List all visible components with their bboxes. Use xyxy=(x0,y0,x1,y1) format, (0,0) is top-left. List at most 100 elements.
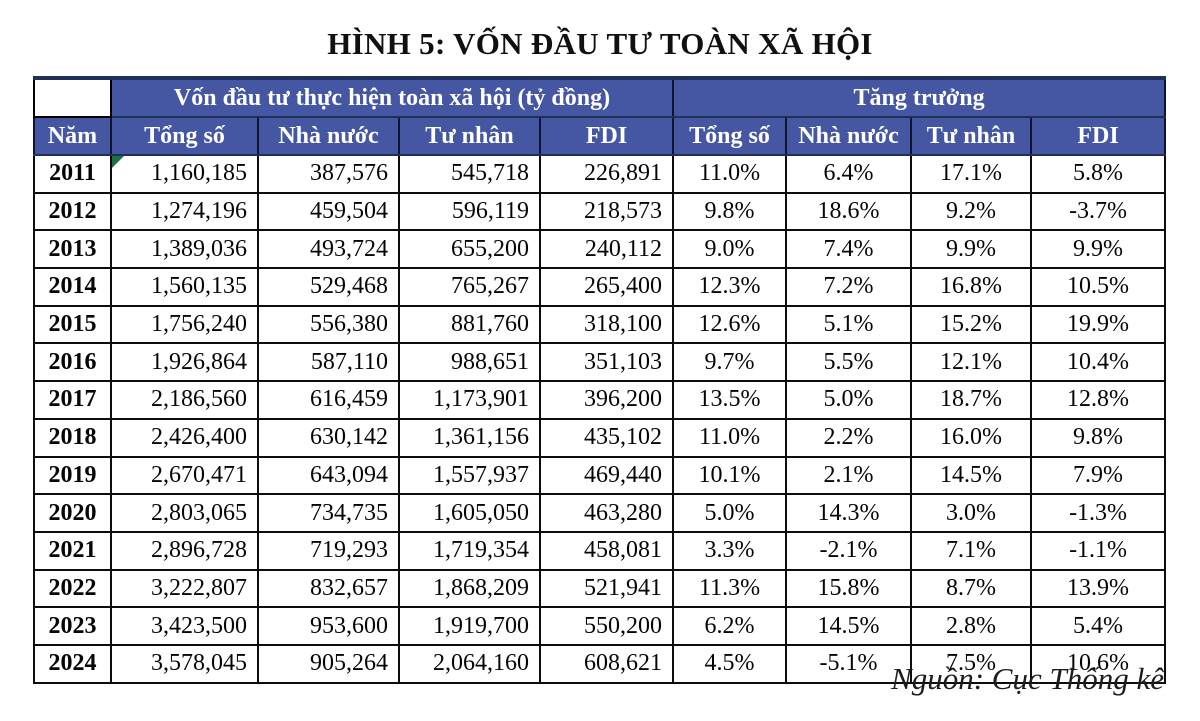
value-cell: 1,605,050 xyxy=(398,493,541,533)
growth-cell: -1.3% xyxy=(1030,493,1167,533)
year-cell: 2013 xyxy=(33,229,112,270)
value-cell: 265,400 xyxy=(538,267,675,307)
table-row: 2017 2,186,560 616,459 1,173,901 396,200 13.5… xyxy=(33,380,1167,420)
value-cell: 1,389,036 xyxy=(110,229,259,270)
growth-cell: 5.1% xyxy=(785,304,913,345)
value-cell: 1,160,185 xyxy=(110,154,259,194)
value-cell: 596,119 xyxy=(398,191,541,232)
growth-cell: -3.7% xyxy=(1030,191,1167,232)
value-cell: 3,423,500 xyxy=(110,606,259,646)
value-cell: 616,459 xyxy=(257,380,400,420)
table-row: 2012 1,274,196 459,504 596,119 218,573 9.8% 18… xyxy=(33,191,1167,232)
column-header-growth-fdi: FDI xyxy=(1030,116,1167,156)
value-cell: 1,926,864 xyxy=(110,342,259,383)
value-cell: 1,173,901 xyxy=(398,380,541,420)
value-cell: 226,891 xyxy=(538,154,675,194)
column-header-growth-total: Tổng số xyxy=(672,116,788,156)
value-cell: 643,094 xyxy=(257,455,400,496)
value-cell: 545,718 xyxy=(398,154,541,194)
growth-cell: 15.2% xyxy=(910,304,1033,345)
table-row: 2011 1,160,185 387,576 545,718 226,891 11.0% 6… xyxy=(33,154,1167,194)
year-cell: 2021 xyxy=(33,530,112,571)
year-cell: 2022 xyxy=(33,568,112,609)
growth-cell: -5.1% xyxy=(785,643,913,684)
value-cell: 988,651 xyxy=(398,342,541,383)
growth-cell: 2.8% xyxy=(910,606,1033,646)
growth-cell: 9.7% xyxy=(672,342,788,383)
growth-cell: 14.5% xyxy=(785,606,913,646)
growth-cell: 12.3% xyxy=(672,267,788,307)
year-cell: 2024 xyxy=(33,643,112,684)
growth-cell: 9.9% xyxy=(1030,229,1167,270)
value-cell: 351,103 xyxy=(538,342,675,383)
year-cell: 2011 xyxy=(33,154,112,194)
value-cell: 493,724 xyxy=(257,229,400,270)
growth-cell: 16.8% xyxy=(910,267,1033,307)
growth-cell: 5.8% xyxy=(1030,154,1167,194)
table-row: 2018 2,426,400 630,142 1,361,156 435,102 11.0… xyxy=(33,417,1167,458)
table-row: 2016 1,926,864 587,110 988,651 351,103 9.7% 5.… xyxy=(33,342,1167,383)
corner-cell xyxy=(33,76,112,118)
value-cell: 458,081 xyxy=(538,530,675,571)
value-cell: 608,621 xyxy=(538,643,675,684)
growth-cell: 9.2% xyxy=(910,191,1033,232)
column-header-private: Tư nhân xyxy=(398,116,541,156)
value-cell: 387,576 xyxy=(257,154,400,194)
growth-cell: 12.6% xyxy=(672,304,788,345)
value-cell: 2,803,065 xyxy=(110,493,259,533)
value-cell: 2,896,728 xyxy=(110,530,259,571)
growth-cell: 11.0% xyxy=(672,417,788,458)
year-cell: 2019 xyxy=(33,455,112,496)
growth-cell: 13.9% xyxy=(1030,568,1167,609)
growth-cell: 19.9% xyxy=(1030,304,1167,345)
value-cell: 765,267 xyxy=(398,267,541,307)
growth-cell: 7.9% xyxy=(1030,455,1167,496)
growth-cell: 13.5% xyxy=(672,380,788,420)
value-cell: 655,200 xyxy=(398,229,541,270)
growth-cell: 7.2% xyxy=(785,267,913,307)
value-cell: 1,557,937 xyxy=(398,455,541,496)
growth-cell: 6.4% xyxy=(785,154,913,194)
year-cell: 2014 xyxy=(33,267,112,307)
value-cell: 218,573 xyxy=(538,191,675,232)
value-cell: 459,504 xyxy=(257,191,400,232)
value-cell: 905,264 xyxy=(257,643,400,684)
value-cell: 1,868,209 xyxy=(398,568,541,609)
column-header-state: Nhà nước xyxy=(257,116,400,156)
column-header-growth-state: Nhà nước xyxy=(785,116,913,156)
growth-cell: 5.0% xyxy=(672,493,788,533)
growth-cell: 5.0% xyxy=(785,380,913,420)
column-header-year: Năm xyxy=(33,116,112,156)
value-cell: 1,719,354 xyxy=(398,530,541,571)
growth-cell: 9.0% xyxy=(672,229,788,270)
growth-cell: -2.1% xyxy=(785,530,913,571)
value-cell: 881,760 xyxy=(398,304,541,345)
value-cell: 240,112 xyxy=(538,229,675,270)
growth-cell: 16.0% xyxy=(910,417,1033,458)
year-cell: 2015 xyxy=(33,304,112,345)
value-cell: 521,941 xyxy=(538,568,675,609)
value-cell: 469,440 xyxy=(538,455,675,496)
table-row: 2013 1,389,036 493,724 655,200 240,112 9.0% 7.… xyxy=(33,229,1167,270)
value-cell: 1,274,196 xyxy=(110,191,259,232)
value-cell: 630,142 xyxy=(257,417,400,458)
growth-cell: 9.8% xyxy=(672,191,788,232)
value-cell: 556,380 xyxy=(257,304,400,345)
year-cell: 2023 xyxy=(33,606,112,646)
value-cell: 734,735 xyxy=(257,493,400,533)
value-cell: 1,361,156 xyxy=(398,417,541,458)
growth-cell: 10.6% xyxy=(1030,643,1167,684)
investment-table: Vốn đầu tư thực hiện toàn xã hội (tỷ đồn… xyxy=(33,76,1167,684)
column-header-row: Năm Tổng số Nhà nước Tư nhân FDI Tổng số… xyxy=(33,116,1167,156)
growth-cell: 2.2% xyxy=(785,417,913,458)
year-cell: 2012 xyxy=(33,191,112,232)
table-row: 2024 3,578,045 905,264 2,064,160 608,621 4.5%… xyxy=(33,643,1167,684)
growth-cell: 11.0% xyxy=(672,154,788,194)
table-row: 2023 3,423,500 953,600 1,919,700 550,200 6.2%… xyxy=(33,606,1167,646)
value-cell: 1,560,135 xyxy=(110,267,259,307)
value-cell: 3,578,045 xyxy=(110,643,259,684)
growth-cell: 5.5% xyxy=(785,342,913,383)
figure-title: HÌNH 5: VỐN ĐẦU TƯ TOÀN XÃ HỘI xyxy=(327,26,873,61)
growth-cell: 9.8% xyxy=(1030,417,1167,458)
growth-cell: 3.3% xyxy=(672,530,788,571)
